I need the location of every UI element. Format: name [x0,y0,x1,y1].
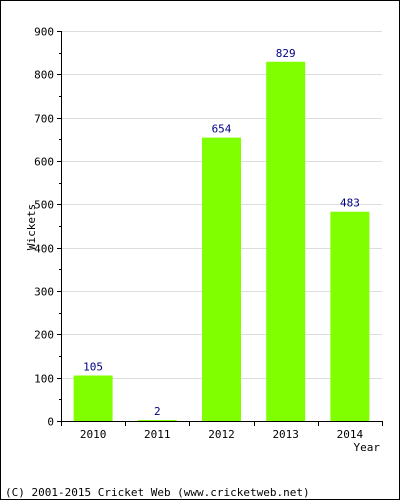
bar-2010 [73,375,113,421]
y-tick-label: 600 [34,156,54,169]
y-tick-label: 900 [34,26,54,39]
y-tick-label: 500 [34,199,54,212]
y-tick-label: 300 [34,286,54,299]
bar-2014 [330,211,370,421]
x-axis-ticks: 2010 2011 2012 2013 2014 [61,421,383,441]
x-tick-label: 2013 [272,428,299,441]
x-axis-title: Year [354,441,381,454]
axes [61,31,382,422]
value-label-2010: 105 [83,361,103,374]
x-tick-label: 2012 [208,428,235,441]
value-label-2012: 654 [212,123,232,136]
x-tick-label: 2011 [144,428,171,441]
y-axis-ticks: 0 100 200 300 400 500 600 700 800 900 [34,26,61,429]
x-tick-label: 2014 [337,428,364,441]
bar-2013 [266,61,306,422]
value-label-2011: 2 [154,405,161,418]
copyright-credit: (C) 2001-2015 Cricket Web (www.cricketwe… [5,486,310,499]
value-label-2014: 483 [340,197,360,210]
y-tick-label: 400 [34,243,54,256]
y-tick-label: 200 [34,329,54,342]
value-labels: 105 2 654 829 483 [83,47,360,418]
y-tick-label: 800 [34,69,54,82]
y-tick-label: 100 [34,373,54,386]
bar-2012 [202,137,241,421]
y-tick-label: 700 [34,113,54,126]
bar-2011 [137,420,177,421]
y-axis-title: Wickets [25,204,38,250]
x-tick-label: 2010 [80,428,107,441]
y-tick-label: 0 [47,416,54,429]
value-label-2013: 829 [276,47,296,60]
bars [73,61,370,422]
